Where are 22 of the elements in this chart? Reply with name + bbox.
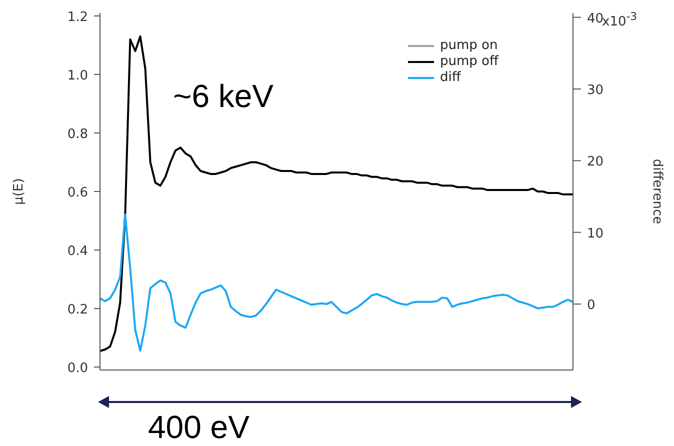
- legend-label: pump on: [440, 38, 498, 54]
- y-tick-label: 1.2: [67, 10, 88, 25]
- annotation: ~6 keV: [173, 78, 274, 115]
- y2-tick-label: 0: [587, 298, 596, 314]
- y2-tick-label: 30: [587, 82, 604, 98]
- y-tick-label: 0.4: [67, 244, 88, 260]
- y2-tick-label: 20: [587, 154, 604, 170]
- y-axis-title: μ(E): [12, 178, 27, 205]
- y2-axis-title: difference: [649, 158, 664, 224]
- y2-tick-label: 40: [587, 11, 604, 26]
- y-tick-label: 0.8: [67, 126, 88, 142]
- y-tick-label: 0.2: [67, 302, 88, 318]
- legend-label: pump off: [440, 54, 498, 70]
- y2-tick-label: 10: [587, 226, 604, 242]
- y-tick-label: 0.0: [67, 361, 88, 376]
- line-series: [99, 35, 574, 352]
- line-series: [99, 213, 574, 352]
- text: x10$^{-3}$: [602, 9, 638, 30]
- legend-label: diff: [440, 70, 461, 86]
- y-tick-label: 1.0: [67, 68, 88, 84]
- text: 400 eV: [148, 409, 250, 445]
- y-tick-label: 0.6: [67, 186, 88, 200]
